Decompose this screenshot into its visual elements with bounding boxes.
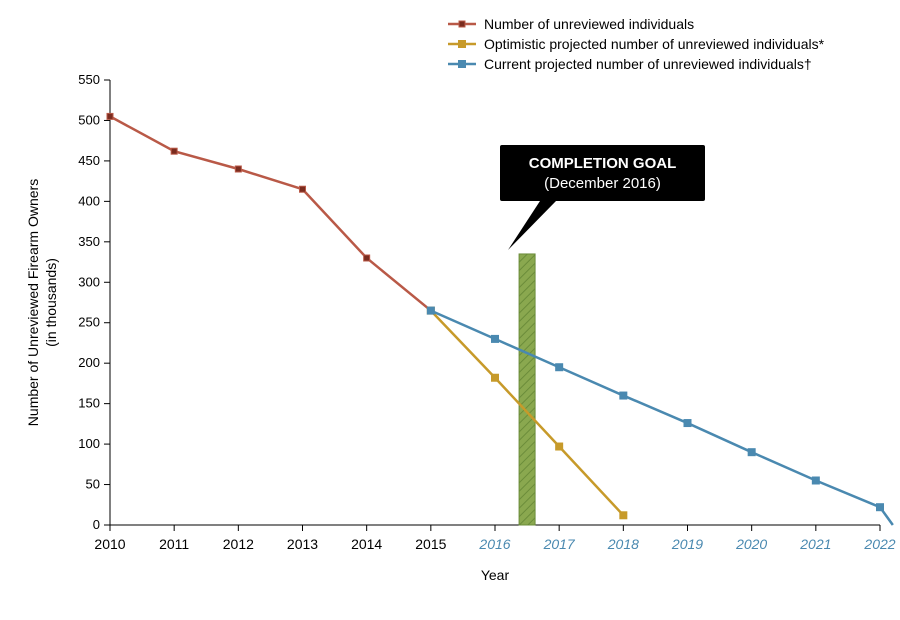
completion-goal-bar [519,254,535,525]
legend-marker-historical [459,21,465,27]
y-tick-label: 500 [78,112,100,127]
x-tick-label: 2014 [351,536,382,552]
callout-box [500,145,705,201]
y-tick-label: 300 [78,274,100,289]
y-tick-label: 50 [86,477,100,492]
legend-label-current: Current projected number of unreviewed i… [484,56,812,72]
series-marker-historical [300,186,306,192]
x-tick-label: 2020 [735,536,767,552]
x-tick-label: 2010 [94,536,125,552]
y-tick-label: 450 [78,153,100,168]
series-marker-historical [107,113,113,119]
x-tick-label: 2011 [159,536,189,552]
y-tick-label: 200 [78,355,100,370]
series-marker-historical [171,148,177,154]
y-tick-label: 550 [78,72,100,87]
x-tick-label: 2016 [478,536,510,552]
series-marker-current [427,307,434,314]
y-tick-label: 150 [78,396,100,411]
y-axis-title: Number of Unreviewed Firearm Owners(in t… [25,179,59,426]
series-marker-optimistic [492,374,499,381]
series-marker-current [492,335,499,342]
series-marker-optimistic [620,512,627,519]
x-tick-label: 2019 [671,536,703,552]
series-marker-historical [235,166,241,172]
callout-line1: COMPLETION GOAL [529,155,677,172]
legend-label-historical: Number of unreviewed individuals [484,16,694,32]
x-tick-label: 2015 [415,536,446,552]
series-marker-historical [364,255,370,261]
x-tick-label: 2022 [863,536,895,552]
y-tick-label: 100 [78,436,100,451]
unreviewed-individuals-chart: 0 50 100 150 200 250 300 350 400 450 500 550 2010 201… [0,0,900,620]
x-tick-label: 2017 [543,536,576,552]
series-marker-current [556,364,563,371]
series-line-current [431,311,893,525]
y-tick-label: 350 [78,234,100,249]
legend-marker-current [459,61,466,68]
y-tick-label: 400 [78,193,100,208]
callout-line2: (December 2016) [544,175,661,192]
series-line-historical [110,116,431,310]
x-tick-label: 2018 [607,536,639,552]
series-marker-current [748,449,755,456]
y-tick-label: 0 [93,517,100,532]
chart-svg: 0 50 100 150 200 250 300 350 400 450 500 550 2010 201… [0,0,900,620]
x-tick-label: 2021 [799,536,831,552]
x-axis-title: Year [481,567,510,583]
series-marker-current [877,504,884,511]
series-marker-current [620,392,627,399]
series-marker-current [812,477,819,484]
callout-pointer [508,201,556,250]
y-tick-label: 250 [78,315,100,330]
legend-marker-optimistic [459,41,466,48]
x-tick-label: 2012 [223,536,254,552]
legend-label-optimistic: Optimistic projected number of unreviewe… [484,36,825,52]
series-marker-current [684,420,691,427]
series-marker-optimistic [556,443,563,450]
x-tick-label: 2013 [287,536,318,552]
